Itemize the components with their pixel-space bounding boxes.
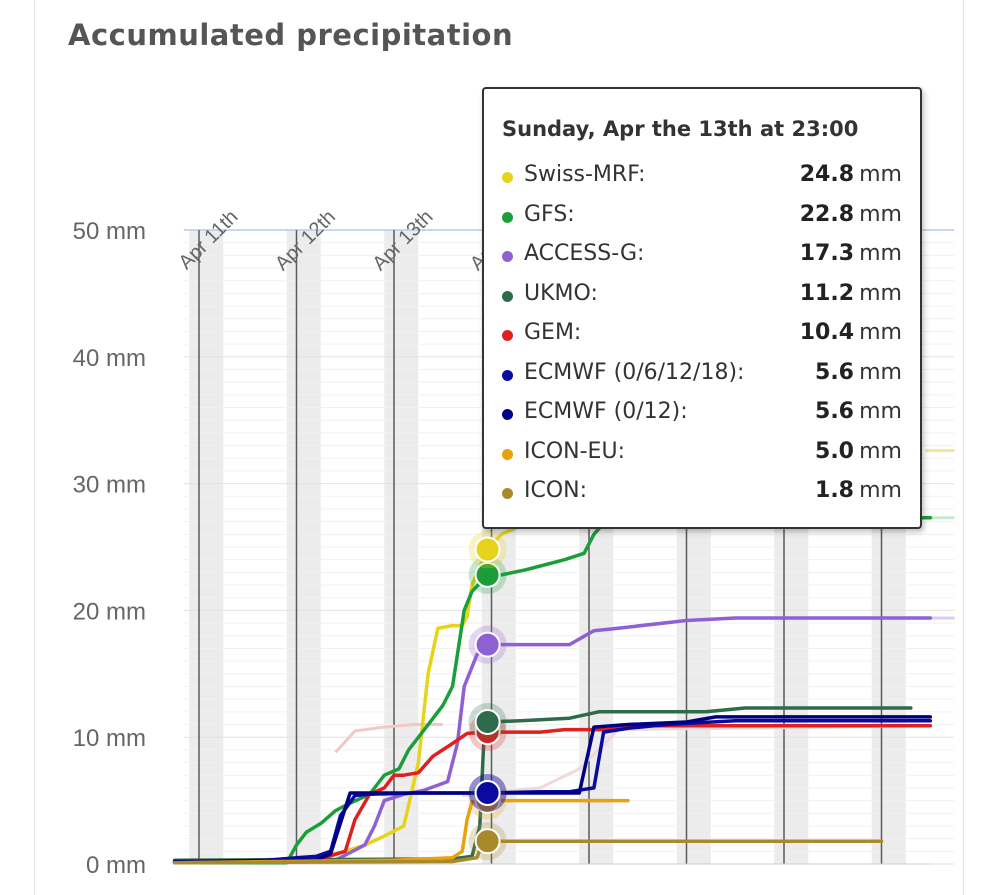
tooltip-series-value: 5.6 bbox=[815, 399, 854, 424]
y-tick-label: 50 mm bbox=[73, 218, 146, 245]
series-line bbox=[172, 798, 630, 865]
tooltip-series-name: Swiss-MRF: bbox=[524, 162, 646, 187]
hover-marker bbox=[474, 779, 501, 806]
tooltip-series-value: 5.0 bbox=[815, 438, 854, 464]
tooltip-series-value: 17.3 bbox=[799, 241, 854, 266]
tooltip-series-name: UKMO: bbox=[524, 280, 598, 306]
y-tick-label: 20 mm bbox=[73, 598, 146, 625]
hover-markers bbox=[468, 530, 507, 861]
tooltip-series-name: ICON-EU: bbox=[524, 438, 625, 464]
tooltip-row: ACCESS-G: 17.3 mm bbox=[502, 241, 902, 273]
tooltip: Sunday, Apr the 13th at 23:00 Swiss-MRF:… bbox=[482, 87, 922, 529]
series-dot-icon bbox=[502, 172, 513, 183]
series-dot-icon bbox=[502, 369, 513, 381]
tooltip-unit: mm bbox=[859, 201, 902, 227]
chart-title: Accumulated precipitation bbox=[68, 18, 514, 52]
tooltip-unit: mm bbox=[859, 241, 902, 266]
hover-marker bbox=[474, 536, 501, 563]
tooltip-row: Swiss-MRF: 24.8 mm bbox=[502, 162, 902, 194]
series-dot-icon bbox=[502, 290, 513, 302]
tooltip-row: ICON-EU: 5.0 mm bbox=[502, 439, 902, 471]
tooltip-unit: mm bbox=[859, 478, 902, 503]
series-dot-icon bbox=[502, 409, 513, 420]
hover-marker bbox=[474, 708, 501, 735]
hover-marker bbox=[474, 828, 501, 855]
y-tick-label: 40 mm bbox=[73, 345, 146, 372]
tooltip-series-name: ECMWF (0/12): bbox=[524, 399, 688, 424]
tooltip-series-name: ICON: bbox=[524, 478, 588, 503]
tooltip-unit: mm bbox=[859, 320, 902, 345]
tooltip-unit: mm bbox=[859, 399, 902, 424]
y-tick-label: 30 mm bbox=[73, 472, 146, 499]
tooltip-series-value: 24.8 bbox=[799, 162, 854, 187]
tooltip-unit: mm bbox=[859, 162, 902, 187]
tooltip-row: ECMWF (0/6/12/18): 5.6 mm bbox=[502, 360, 902, 392]
tooltip-header: Sunday, Apr the 13th at 23:00 bbox=[502, 117, 859, 141]
tooltip-series-name: ECMWF (0/6/12/18): bbox=[524, 359, 745, 385]
tooltip-row: ECMWF (0/12): 5.6 mm bbox=[502, 399, 902, 431]
y-axis-ticks: 0 mm 10 mm 20 mm 30 mm 40 mm 50 mm bbox=[73, 218, 146, 879]
series-dot-icon bbox=[502, 488, 513, 499]
tooltip-unit: mm bbox=[859, 359, 902, 385]
hover-marker bbox=[474, 561, 501, 588]
tooltip-row: ICON: 1.8 mm bbox=[502, 478, 902, 510]
y-tick-label: 10 mm bbox=[73, 725, 146, 752]
series-dot-icon bbox=[502, 330, 513, 341]
y-tick-label: 0 mm bbox=[86, 852, 146, 879]
tooltip-unit: mm bbox=[859, 280, 902, 306]
series-line bbox=[172, 616, 933, 864]
series-dot-icon bbox=[502, 251, 513, 262]
tooltip-unit: mm bbox=[859, 438, 902, 464]
tooltip-series-value: 11.2 bbox=[799, 280, 854, 306]
tooltip-series-value: 10.4 bbox=[799, 320, 854, 345]
series-line bbox=[172, 724, 933, 864]
tooltip-series-name: GEM: bbox=[524, 320, 582, 345]
series-line bbox=[172, 706, 913, 862]
tooltip-series-value: 5.6 bbox=[815, 359, 854, 385]
series-dot-icon bbox=[502, 448, 513, 460]
series-line bbox=[172, 715, 933, 864]
tooltip-row: UKMO: 11.2 mm bbox=[502, 281, 902, 313]
tooltip-row: GFS: 22.8 mm bbox=[502, 202, 902, 234]
tooltip-series-name: GFS: bbox=[524, 201, 575, 227]
tooltip-series-value: 22.8 bbox=[799, 201, 854, 227]
tooltip-series-value: 1.8 bbox=[815, 478, 854, 503]
tooltip-row: GEM: 10.4 mm bbox=[502, 320, 902, 352]
faded-series-line bbox=[462, 724, 931, 797]
series-line bbox=[172, 516, 933, 865]
hover-marker bbox=[474, 631, 501, 658]
series-dot-icon bbox=[502, 211, 513, 223]
tooltip-series-name: ACCESS-G: bbox=[524, 241, 645, 266]
